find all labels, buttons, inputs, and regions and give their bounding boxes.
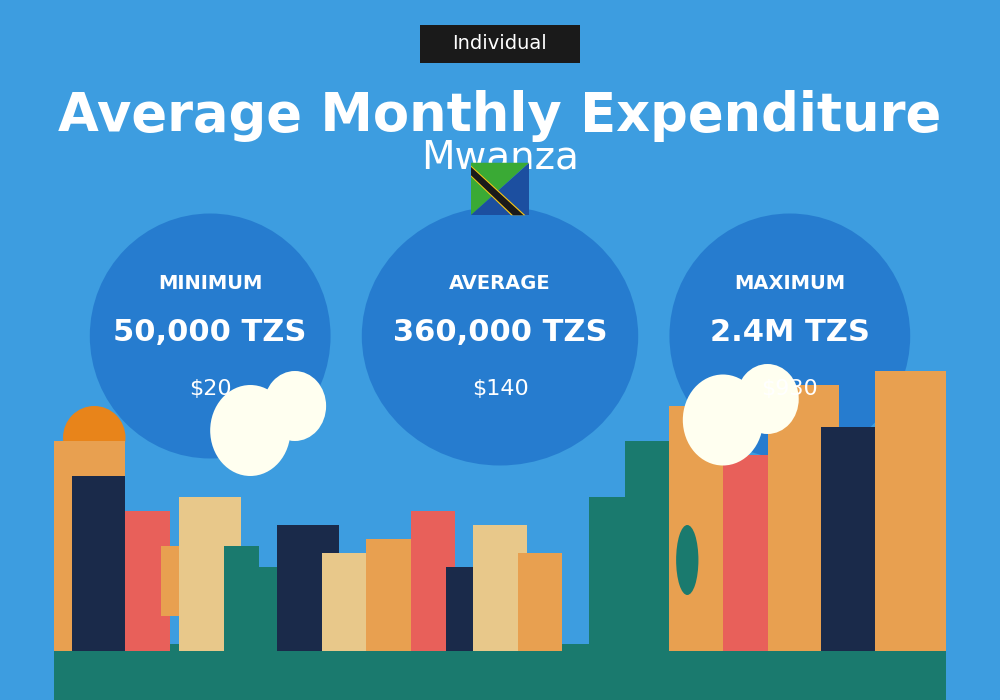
FancyBboxPatch shape bbox=[411, 511, 455, 651]
FancyBboxPatch shape bbox=[518, 553, 562, 651]
Text: 2.4M TZS: 2.4M TZS bbox=[710, 318, 870, 347]
Text: MINIMUM: MINIMUM bbox=[158, 274, 262, 293]
Text: $20: $20 bbox=[189, 379, 231, 398]
Ellipse shape bbox=[632, 497, 654, 553]
Ellipse shape bbox=[669, 214, 910, 458]
FancyBboxPatch shape bbox=[72, 476, 125, 651]
Text: AVERAGE: AVERAGE bbox=[449, 274, 551, 293]
FancyBboxPatch shape bbox=[768, 385, 839, 651]
FancyBboxPatch shape bbox=[875, 371, 946, 651]
Text: Individual: Individual bbox=[453, 34, 547, 53]
Ellipse shape bbox=[264, 371, 326, 441]
FancyBboxPatch shape bbox=[446, 567, 482, 651]
Text: MAXIMUM: MAXIMUM bbox=[734, 274, 845, 293]
FancyBboxPatch shape bbox=[322, 553, 366, 651]
Text: $930: $930 bbox=[761, 379, 818, 398]
Polygon shape bbox=[471, 167, 524, 216]
Polygon shape bbox=[471, 166, 525, 216]
FancyBboxPatch shape bbox=[54, 644, 946, 700]
FancyBboxPatch shape bbox=[366, 539, 420, 651]
FancyBboxPatch shape bbox=[241, 567, 277, 651]
Text: Mwanza: Mwanza bbox=[421, 139, 579, 176]
Ellipse shape bbox=[669, 406, 732, 469]
Ellipse shape bbox=[63, 406, 125, 469]
Text: Average Monthly Expenditure: Average Monthly Expenditure bbox=[58, 90, 942, 141]
Ellipse shape bbox=[683, 374, 763, 466]
FancyBboxPatch shape bbox=[723, 455, 776, 651]
Polygon shape bbox=[471, 163, 529, 216]
Text: 360,000 TZS: 360,000 TZS bbox=[393, 318, 607, 347]
Ellipse shape bbox=[90, 214, 331, 458]
FancyBboxPatch shape bbox=[589, 497, 634, 651]
FancyBboxPatch shape bbox=[54, 441, 125, 651]
Ellipse shape bbox=[210, 385, 290, 476]
FancyBboxPatch shape bbox=[625, 441, 678, 651]
FancyBboxPatch shape bbox=[161, 546, 197, 616]
FancyBboxPatch shape bbox=[473, 525, 527, 651]
Ellipse shape bbox=[594, 514, 620, 578]
FancyBboxPatch shape bbox=[669, 406, 741, 651]
FancyBboxPatch shape bbox=[179, 497, 241, 651]
FancyBboxPatch shape bbox=[277, 525, 339, 651]
FancyBboxPatch shape bbox=[125, 511, 170, 651]
FancyBboxPatch shape bbox=[420, 25, 580, 63]
FancyBboxPatch shape bbox=[224, 546, 259, 651]
Ellipse shape bbox=[676, 525, 698, 595]
Polygon shape bbox=[471, 163, 529, 216]
Text: 50,000 TZS: 50,000 TZS bbox=[113, 318, 307, 347]
Ellipse shape bbox=[736, 364, 799, 434]
Ellipse shape bbox=[362, 206, 638, 466]
FancyBboxPatch shape bbox=[821, 427, 883, 651]
Text: $140: $140 bbox=[472, 379, 528, 398]
